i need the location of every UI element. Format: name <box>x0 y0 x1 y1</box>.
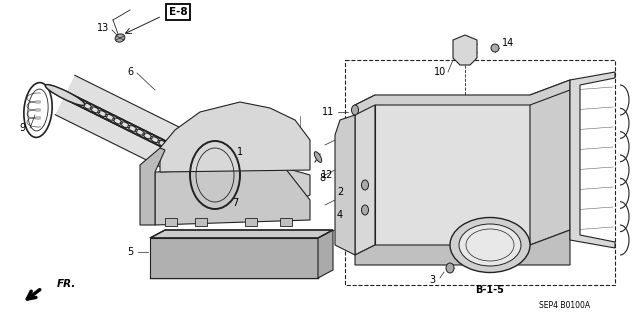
Ellipse shape <box>351 105 358 115</box>
Text: 10: 10 <box>434 67 446 77</box>
Polygon shape <box>155 168 310 225</box>
Ellipse shape <box>459 224 521 266</box>
Bar <box>280 218 292 226</box>
Text: FR.: FR. <box>57 279 76 289</box>
Polygon shape <box>215 168 310 210</box>
Text: 7: 7 <box>232 198 238 208</box>
Polygon shape <box>570 72 615 248</box>
Text: 14: 14 <box>502 38 514 48</box>
Bar <box>345 60 615 285</box>
Ellipse shape <box>115 34 125 42</box>
Polygon shape <box>335 115 355 255</box>
Ellipse shape <box>314 152 322 162</box>
Polygon shape <box>355 80 570 115</box>
Ellipse shape <box>362 205 369 215</box>
Text: 3: 3 <box>429 275 435 285</box>
Ellipse shape <box>45 85 84 105</box>
Polygon shape <box>375 95 530 245</box>
Ellipse shape <box>362 180 369 190</box>
Text: 13: 13 <box>97 23 109 33</box>
Text: 9: 9 <box>19 123 25 133</box>
Polygon shape <box>160 102 310 172</box>
Polygon shape <box>55 75 210 182</box>
Ellipse shape <box>24 83 52 137</box>
Polygon shape <box>453 35 477 65</box>
Polygon shape <box>140 148 165 225</box>
Text: 4: 4 <box>337 210 343 220</box>
Ellipse shape <box>180 152 220 172</box>
Bar <box>165 218 177 226</box>
Ellipse shape <box>450 218 530 272</box>
Polygon shape <box>150 238 318 278</box>
Polygon shape <box>150 230 333 238</box>
Text: 8: 8 <box>319 173 325 183</box>
Ellipse shape <box>446 263 454 273</box>
Text: 11: 11 <box>322 107 334 117</box>
Text: B-1-5: B-1-5 <box>476 285 504 295</box>
Bar <box>245 218 257 226</box>
Text: 2: 2 <box>337 187 343 197</box>
Polygon shape <box>355 230 570 265</box>
Text: E-8: E-8 <box>169 7 188 17</box>
Text: 1: 1 <box>237 147 243 157</box>
Text: 6: 6 <box>127 67 133 77</box>
Polygon shape <box>530 80 570 245</box>
Polygon shape <box>165 145 310 173</box>
Ellipse shape <box>491 44 499 52</box>
Text: 5: 5 <box>127 247 133 257</box>
Text: 12: 12 <box>321 170 333 180</box>
Text: SEP4 B0100A: SEP4 B0100A <box>540 300 591 309</box>
Bar <box>195 218 207 226</box>
Polygon shape <box>318 230 333 278</box>
Polygon shape <box>355 95 375 255</box>
